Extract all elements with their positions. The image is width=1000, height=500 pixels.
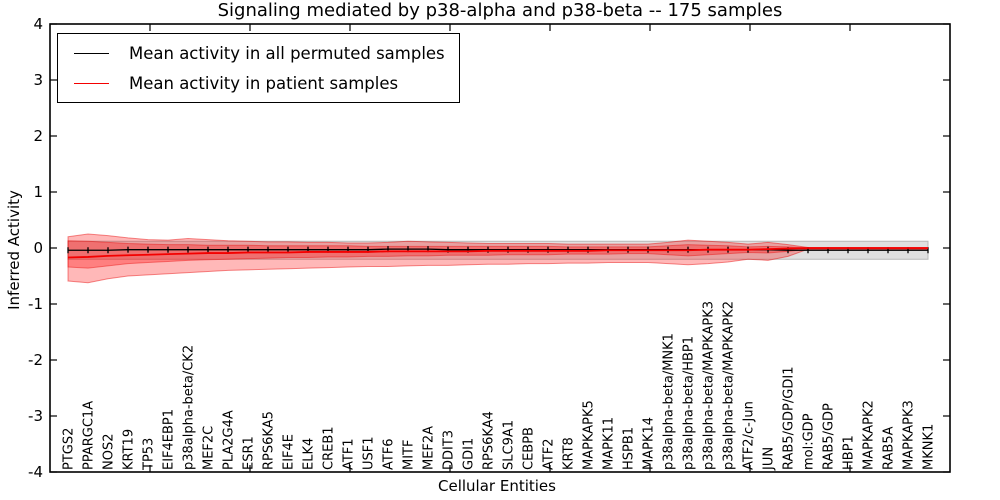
x-tick-label: CEBPB — [522, 427, 537, 470]
permuted-mean-line — [68, 248, 928, 251]
y-tick-label: -1 — [28, 295, 43, 313]
legend-label-patient: Mean activity in patient samples — [129, 73, 399, 93]
x-tick-label: ATF1 — [342, 438, 357, 470]
x-tick-label: mol:GDP — [802, 413, 817, 470]
x-tick-label: ATF6 — [382, 438, 397, 470]
x-tick-label: PTGS2 — [62, 428, 77, 470]
x-tick-label: p38alpha-beta/MAPKAPK3 — [702, 301, 717, 470]
y-axis-label: Inferred Activity — [5, 190, 23, 310]
x-tick-label: ESR1 — [242, 436, 257, 470]
x-tick-label: SLC9A1 — [502, 420, 517, 470]
x-tick-label: JUN — [762, 447, 777, 471]
y-tick-label: 3 — [33, 71, 43, 89]
y-tick-label: -3 — [28, 407, 43, 425]
y-tick-label: 0 — [33, 239, 43, 257]
y-tick-label: 2 — [33, 127, 43, 145]
x-tick-label: NOS2 — [102, 434, 117, 470]
x-tick-label: PLA2G4A — [222, 410, 237, 470]
x-tick-label: TP53 — [142, 438, 157, 471]
x-tick-label: p38alpha-beta/CK2 — [182, 345, 197, 470]
x-tick-label: HSPB1 — [622, 427, 637, 470]
y-tick-label: 4 — [33, 15, 43, 33]
x-tick-label: MAPKAPK2 — [862, 400, 877, 470]
x-tick-label: USF1 — [362, 436, 377, 470]
x-tick-label: RAB5/GDP/GDI1 — [782, 367, 797, 470]
x-tick-label: p38alpha-beta/MNK1 — [662, 333, 677, 470]
x-tick-label: EIF4E — [282, 434, 297, 470]
y-tick-label: -4 — [28, 463, 43, 481]
x-tick-label: RPS6KA5 — [262, 411, 277, 470]
x-tick-label: EIF4EBP1 — [162, 409, 177, 470]
x-tick-label: ATF2/c-Jun — [742, 401, 757, 470]
chart-title: Signaling mediated by p38-alpha and p38-… — [217, 0, 783, 21]
x-tick-label: DDIT3 — [442, 430, 457, 470]
patient-mean-line — [67, 247, 928, 259]
x-tick-label: RAB5A — [882, 426, 897, 470]
legend-item-permuted: Mean activity in all permuted samples — [74, 41, 445, 65]
legend-item-patient: Mean activity in patient samples — [74, 71, 445, 95]
axes-frame — [49, 23, 951, 473]
x-tick-label: ELK4 — [302, 438, 317, 470]
x-tick-label: p38alpha-beta/MAPKAPK2 — [722, 301, 737, 470]
x-tick-label: MEF2A — [422, 426, 437, 470]
x-tick-label: HBP1 — [842, 435, 857, 470]
x-tick-label: MKNK1 — [922, 424, 937, 470]
y-tick-label: -2 — [28, 351, 43, 369]
x-tick-label: GDI1 — [462, 438, 477, 470]
legend-line-sample-black-icon — [74, 52, 109, 54]
x-tick-label: RAB5/GDP — [822, 403, 837, 470]
x-tick-label: ATF2 — [542, 438, 557, 470]
x-tick-label: RPS6KA4 — [482, 411, 497, 470]
x-tick-label: MAPKAPK5 — [582, 400, 597, 470]
x-tick-label: KRT19 — [122, 429, 137, 470]
x-tick-label: KRT8 — [562, 437, 577, 470]
x-tick-label: PPARGC1A — [82, 401, 97, 470]
legend-label-permuted: Mean activity in all permuted samples — [129, 43, 445, 63]
x-tick-label: MITF — [402, 440, 417, 470]
legend: Mean activity in all permuted samples Me… — [57, 33, 460, 103]
x-tick-label: MEF2C — [202, 426, 217, 470]
x-tick-label: MAPK14 — [642, 417, 657, 470]
legend-line-sample-red-icon — [74, 82, 109, 84]
x-tick-label: p38alpha-beta/HBP1 — [682, 336, 697, 470]
x-tick-label: MAPK11 — [602, 417, 617, 470]
x-tick-label: CREB1 — [322, 426, 337, 470]
y-tick-label: 1 — [33, 183, 43, 201]
x-axis-label: Cellular Entities — [438, 477, 556, 495]
x-tick-label: MAPKAPK3 — [902, 400, 917, 470]
